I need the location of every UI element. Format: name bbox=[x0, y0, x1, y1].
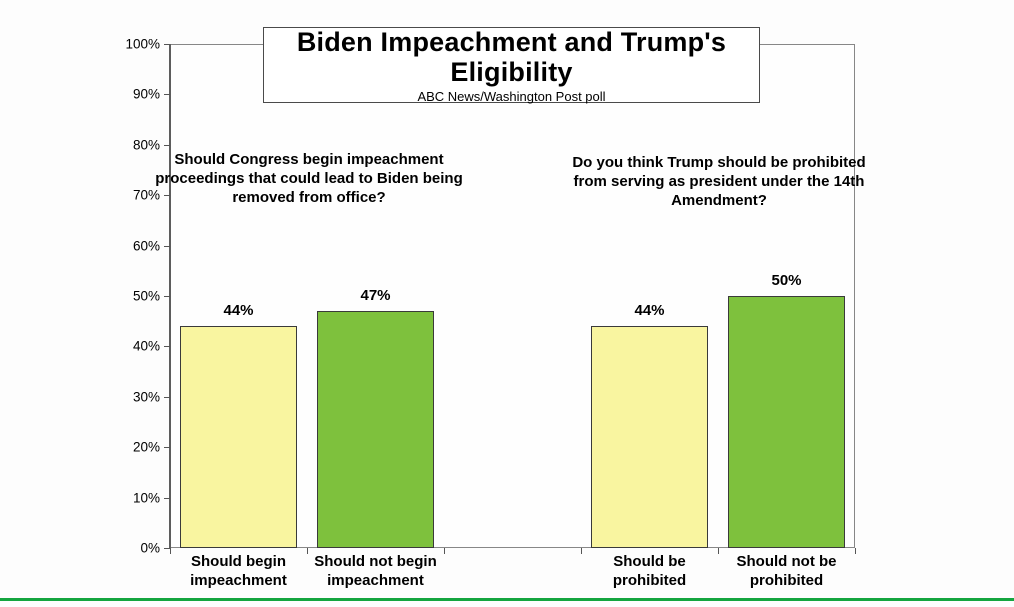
category-label: Should not be prohibited bbox=[736, 553, 837, 589]
bar-should-be-prohibited bbox=[591, 326, 708, 548]
chart-subtitle: ABC News/Washington Post poll bbox=[417, 88, 606, 104]
y-axis-tick-label: 30% bbox=[132, 389, 160, 405]
bar-should-not-begin-impeachment bbox=[317, 311, 434, 548]
y-axis-tick-mark bbox=[164, 195, 170, 197]
y-axis-tick-mark bbox=[164, 396, 170, 398]
question-right: Do you think Trump should be prohibited … bbox=[572, 154, 866, 209]
x-axis-tick-mark bbox=[443, 548, 445, 554]
chart-title-box: Biden Impeachment and Trump's Eligibilit… bbox=[263, 26, 760, 104]
x-axis-tick-mark bbox=[854, 548, 856, 554]
y-axis-tick-label: 40% bbox=[132, 338, 160, 354]
y-axis-tick-mark bbox=[164, 296, 170, 297]
x-axis-tick-mark bbox=[306, 548, 308, 554]
y-axis-tick-mark bbox=[164, 94, 170, 96]
x-axis-tick-mark bbox=[717, 548, 719, 554]
y-axis-tick-mark bbox=[164, 346, 170, 348]
category-label: Should be prohibited bbox=[612, 553, 687, 589]
chart-title: Biden Impeachment and Trump's Eligibilit… bbox=[296, 26, 727, 87]
y-axis-tick-mark bbox=[164, 548, 170, 549]
y-axis-tick-label: 10% bbox=[132, 490, 160, 506]
x-axis-tick-mark bbox=[169, 548, 171, 554]
question-left: Should Congress begin impeachment procee… bbox=[155, 151, 463, 206]
bar-should-not-be-prohibited bbox=[728, 296, 845, 548]
y-axis-tick-label: 0% bbox=[140, 540, 160, 556]
y-axis-tick-mark bbox=[164, 497, 170, 499]
y-axis-tick-label: 50% bbox=[132, 288, 160, 304]
y-axis-tick-mark bbox=[164, 144, 170, 146]
category-label: Should begin impeachment bbox=[190, 553, 287, 589]
y-axis-line bbox=[169, 44, 171, 548]
y-axis-tick-label: 80% bbox=[132, 137, 160, 153]
y-axis-tick-mark bbox=[164, 447, 170, 449]
y-axis-tick-label: 20% bbox=[132, 439, 160, 455]
bottom-accent-line bbox=[0, 598, 1014, 601]
bar-value-label: 44% bbox=[223, 302, 254, 320]
y-axis-tick-label: 70% bbox=[132, 187, 160, 203]
bar-should-begin-impeachment bbox=[180, 326, 297, 548]
y-axis-tick-mark bbox=[164, 44, 170, 45]
y-axis-tick-label: 100% bbox=[125, 36, 160, 52]
y-axis-tick-label: 90% bbox=[132, 86, 160, 102]
bar-value-label: 50% bbox=[771, 272, 802, 289]
bar-value-label: 47% bbox=[360, 287, 391, 305]
category-label: Should not begin impeachment bbox=[314, 553, 437, 589]
y-axis-tick-mark bbox=[164, 245, 170, 247]
y-axis-tick-label: 60% bbox=[132, 238, 160, 254]
bar-value-label: 44% bbox=[634, 302, 665, 320]
x-axis-tick-mark bbox=[580, 548, 582, 554]
